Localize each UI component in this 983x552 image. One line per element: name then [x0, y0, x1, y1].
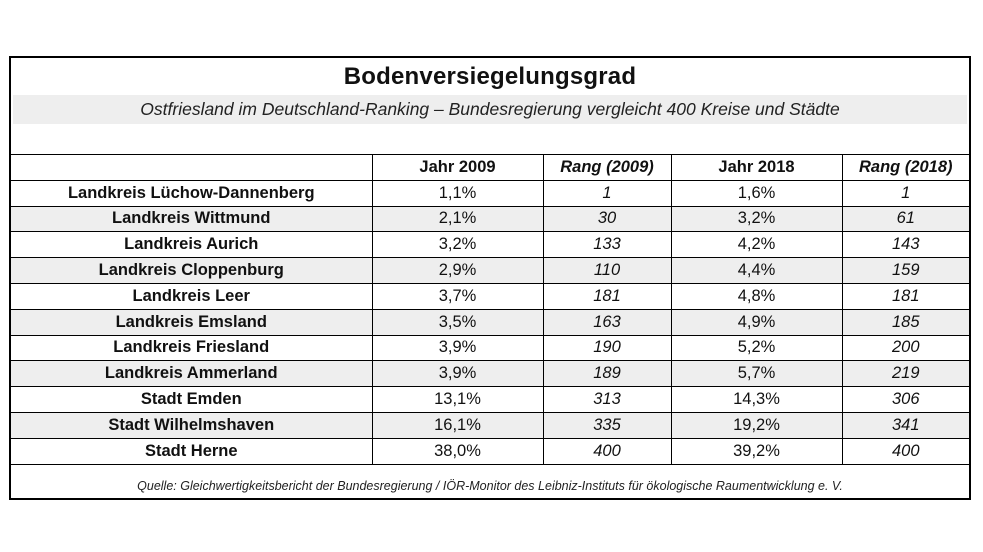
table-row: Landkreis Wittmund 2,1% 30 3,2% 61	[11, 205, 969, 233]
table-row: Landkreis Friesland 3,9% 190 5,2% 200	[11, 334, 969, 362]
cell-rang-2009: 189	[542, 360, 671, 388]
cell-jahr-2018: 4,9%	[670, 308, 842, 336]
cell-rang-2009: 181	[542, 282, 671, 310]
cell-jahr-2009: 3,5%	[371, 308, 543, 336]
cell-rang-2018: 185	[841, 308, 969, 336]
cell-rang-2009: 1	[542, 179, 671, 207]
column-header-rang-2009: Rang (2009)	[542, 154, 671, 181]
header-row: Jahr 2009 Rang (2009) Jahr 2018 Rang (20…	[11, 154, 969, 181]
row-name: Stadt Emden	[11, 386, 372, 413]
cell-jahr-2009: 38,0%	[371, 437, 543, 465]
table-row: Stadt Herne 38,0% 400 39,2% 400	[11, 437, 969, 465]
table-row: Landkreis Cloppenburg 2,9% 110 4,4% 159	[11, 257, 969, 284]
row-name: Landkreis Lüchow-Dannenberg	[11, 179, 372, 207]
cell-jahr-2009: 16,1%	[371, 411, 543, 439]
cell-jahr-2018: 19,2%	[670, 411, 842, 439]
table-row: Landkreis Leer 3,7% 181 4,8% 181	[11, 282, 969, 310]
row-name: Landkreis Wittmund	[11, 205, 372, 233]
row-name: Landkreis Ammerland	[11, 360, 372, 388]
cell-rang-2018: 1	[841, 179, 969, 207]
cell-rang-2009: 110	[542, 257, 671, 284]
cell-rang-2009: 313	[542, 386, 671, 413]
table-row: Stadt Wilhelmshaven 16,1% 335 19,2% 341	[11, 411, 969, 439]
cell-jahr-2018: 4,2%	[670, 231, 842, 259]
row-name: Landkreis Cloppenburg	[11, 257, 372, 284]
cell-rang-2009: 30	[542, 205, 671, 233]
row-name: Landkreis Emsland	[11, 308, 372, 336]
chart-title: Bodenversiegelungsgrad	[343, 62, 637, 90]
cell-rang-2009: 133	[542, 231, 671, 259]
cell-jahr-2018: 14,3%	[670, 386, 842, 413]
cell-rang-2018: 159	[841, 257, 969, 284]
cell-jahr-2009: 1,1%	[371, 179, 543, 207]
row-name: Stadt Herne	[11, 437, 372, 465]
cell-jahr-2009: 3,9%	[371, 334, 543, 362]
cell-jahr-2018: 4,4%	[670, 257, 842, 284]
cell-rang-2009: 163	[542, 308, 671, 336]
cell-rang-2009: 400	[542, 437, 671, 465]
cell-rang-2018: 143	[841, 231, 969, 259]
row-name: Landkreis Leer	[11, 282, 372, 310]
cell-jahr-2009: 3,9%	[371, 360, 543, 388]
chart-subtitle: Ostfriesland im Deutschland-Ranking – Bu…	[140, 99, 840, 119]
table-row: Landkreis Lüchow-Dannenberg 1,1% 1 1,6% 1	[11, 179, 969, 207]
cell-jahr-2018: 5,2%	[670, 334, 842, 362]
table-row: Stadt Emden 13,1% 313 14,3% 306	[11, 386, 969, 413]
column-header-name	[11, 154, 372, 181]
cell-jahr-2009: 13,1%	[371, 386, 543, 413]
cell-rang-2018: 219	[841, 360, 969, 388]
cell-rang-2018: 306	[841, 386, 969, 413]
column-header-rang-2018: Rang (2018)	[841, 154, 969, 181]
cell-jahr-2018: 5,7%	[670, 360, 842, 388]
table-body: Landkreis Lüchow-Dannenberg 1,1% 1 1,6% 1 Lan…	[11, 179, 969, 465]
cell-rang-2018: 341	[841, 411, 969, 439]
cell-jahr-2009: 2,1%	[371, 205, 543, 233]
cell-jahr-2009: 3,2%	[371, 231, 543, 259]
cell-jahr-2009: 3,7%	[371, 282, 543, 310]
cell-rang-2018: 400	[841, 437, 969, 465]
table-row: Landkreis Emsland 3,5% 163 4,9% 185	[11, 308, 969, 336]
data-table: Jahr 2009 Rang (2009) Jahr 2018 Rang (20…	[11, 154, 969, 465]
source-note: Quelle: Gleichwertigkeitsbericht der Bun…	[137, 479, 843, 493]
cell-rang-2018: 200	[841, 334, 969, 362]
row-name: Stadt Wilhelmshaven	[11, 411, 372, 439]
column-header-jahr-2009: Jahr 2009	[371, 154, 543, 181]
cell-jahr-2018: 4,8%	[670, 282, 842, 310]
title-band: Bodenversiegelungsgrad	[11, 58, 969, 95]
subtitle-band: Ostfriesland im Deutschland-Ranking – Bu…	[13, 95, 967, 124]
cell-rang-2009: 335	[542, 411, 671, 439]
cell-jahr-2009: 2,9%	[371, 257, 543, 284]
row-name: Landkreis Aurich	[11, 231, 372, 259]
cell-rang-2018: 61	[841, 205, 969, 233]
cell-rang-2018: 181	[841, 282, 969, 310]
cell-jahr-2018: 3,2%	[670, 205, 842, 233]
table-row: Landkreis Ammerland 3,9% 189 5,7% 219	[11, 360, 969, 388]
cell-rang-2009: 190	[542, 334, 671, 362]
table-frame: Bodenversiegelungsgrad Ostfriesland im D…	[9, 56, 971, 500]
column-header-jahr-2018: Jahr 2018	[670, 154, 842, 181]
row-name: Landkreis Friesland	[11, 334, 372, 362]
table-row: Landkreis Aurich 3,2% 133 4,2% 143	[11, 231, 969, 259]
cell-jahr-2018: 39,2%	[670, 437, 842, 465]
cell-jahr-2018: 1,6%	[670, 179, 842, 207]
